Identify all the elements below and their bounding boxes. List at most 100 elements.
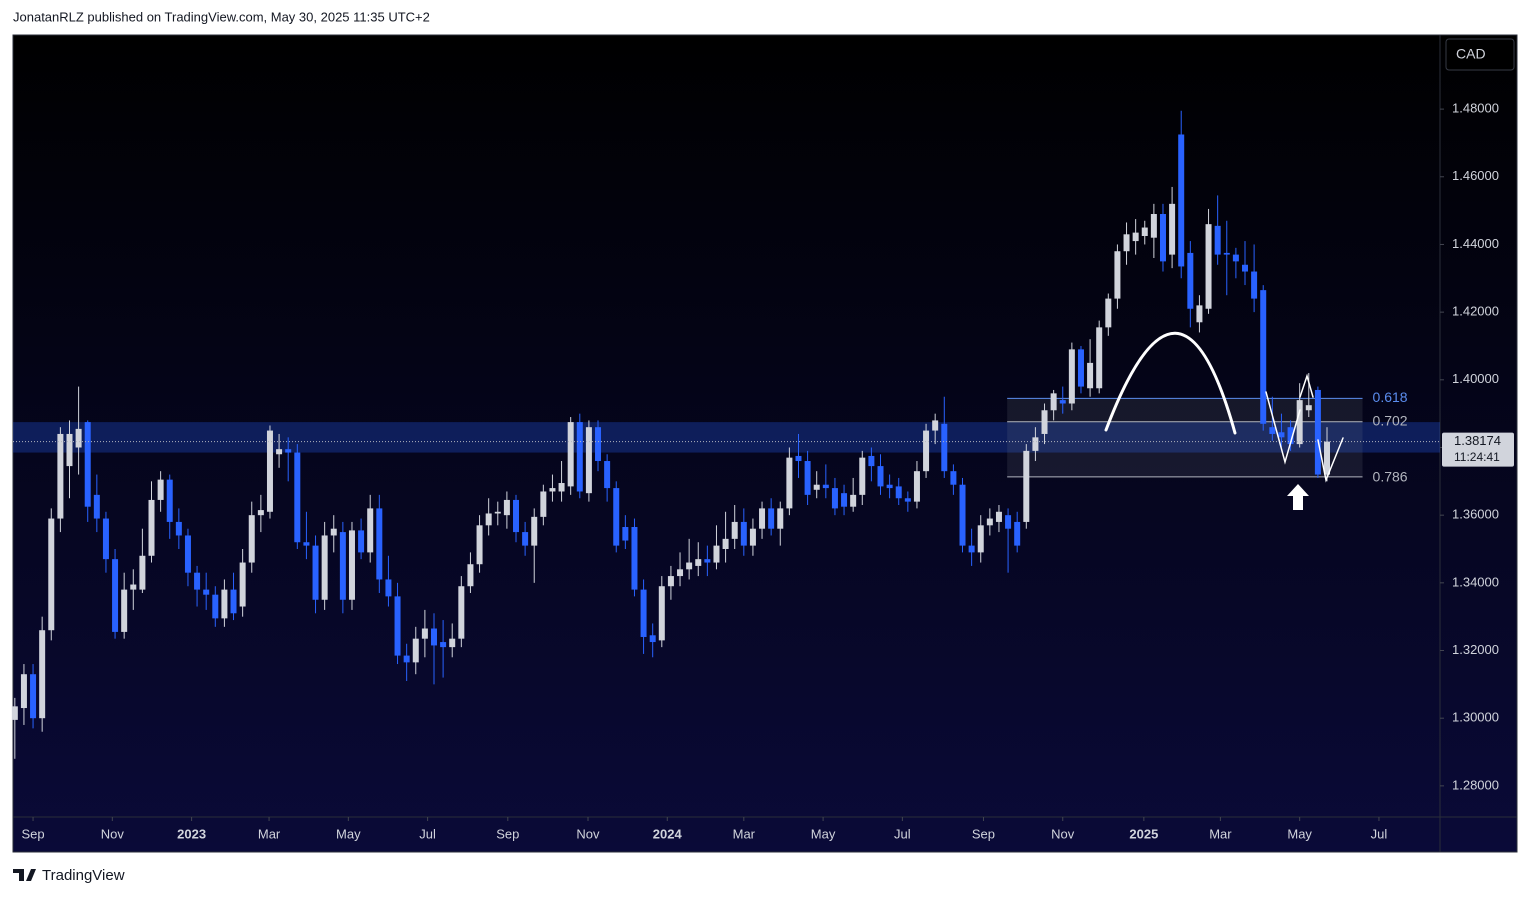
plot: 0.618 0.702 0.786 xyxy=(11,110,1440,759)
candle-body xyxy=(1123,234,1130,252)
candle-body xyxy=(995,511,1002,522)
candle-body xyxy=(476,525,483,565)
candle-body xyxy=(412,638,419,663)
fib-area xyxy=(1007,398,1363,477)
support-zone xyxy=(13,422,1440,453)
y-tick-label: 1.40000 xyxy=(1452,371,1499,386)
candle-body xyxy=(868,455,875,467)
candle-body xyxy=(1205,224,1212,309)
candle-body xyxy=(549,488,556,492)
candle-body xyxy=(157,479,164,500)
candle-body xyxy=(531,516,538,546)
x-tick-label: Jul xyxy=(1371,826,1388,841)
x-tick-label: May xyxy=(336,826,361,841)
candle-body xyxy=(986,518,993,526)
candle-body xyxy=(1187,252,1194,309)
candle-body xyxy=(1141,227,1148,236)
y-tick-label: 1.34000 xyxy=(1452,574,1499,589)
candle-body xyxy=(567,422,574,487)
candle-body xyxy=(941,423,948,472)
footer: TradingView xyxy=(42,867,125,884)
candle-body xyxy=(959,484,966,546)
candle-body xyxy=(175,521,182,536)
candle-body xyxy=(321,535,328,600)
candle-body xyxy=(93,494,100,519)
currency-label: CAD xyxy=(1456,46,1486,62)
candle-body xyxy=(276,449,283,455)
candle-body xyxy=(904,498,911,502)
candle-body xyxy=(30,674,37,719)
x-tick-label: Nov xyxy=(576,826,600,841)
candle-body xyxy=(667,576,674,587)
candle-body xyxy=(257,510,264,516)
chart-panel xyxy=(12,34,1518,853)
x-tick-label: May xyxy=(1287,826,1312,841)
last-price-box xyxy=(1442,432,1514,467)
candle-body xyxy=(1178,134,1185,267)
candle-body xyxy=(102,518,109,560)
candle-body xyxy=(184,535,191,573)
candle-body xyxy=(968,545,975,553)
candle-body xyxy=(513,499,520,533)
candle-body xyxy=(430,628,437,646)
candle-body xyxy=(467,564,474,587)
candle-body xyxy=(576,422,583,492)
candle-body xyxy=(850,494,857,507)
x-tick-label: Nov xyxy=(1051,826,1075,841)
x-tick-label: Nov xyxy=(101,826,125,841)
candle-body xyxy=(130,584,137,590)
candle-body xyxy=(1077,349,1084,387)
candle-body xyxy=(367,508,374,553)
candle-body xyxy=(485,513,492,526)
candle-body xyxy=(759,508,766,529)
y-tick-label: 1.46000 xyxy=(1452,168,1499,183)
candle-body xyxy=(121,589,128,632)
candle-body xyxy=(522,532,529,546)
candle-body xyxy=(1096,327,1103,389)
candle-body xyxy=(695,559,702,566)
candle-body xyxy=(777,508,784,529)
candle-body xyxy=(1159,214,1166,262)
candle-body xyxy=(1032,437,1039,451)
v-drawing xyxy=(1317,437,1344,483)
candle-body xyxy=(977,525,984,553)
candle-body xyxy=(950,471,957,485)
x-tick-label: Mar xyxy=(733,826,756,841)
candle-body xyxy=(1050,393,1057,411)
x-tick-label: Jul xyxy=(419,826,436,841)
candle-body xyxy=(1114,251,1121,299)
candle-body xyxy=(84,422,91,507)
candle-body xyxy=(768,508,775,529)
candle-body xyxy=(722,538,729,550)
x-tick-label: Sep xyxy=(21,826,44,841)
candle-body xyxy=(1232,254,1239,262)
candle-body xyxy=(1214,225,1221,255)
candle-body xyxy=(1287,427,1294,445)
candle-body xyxy=(585,427,592,494)
candle-body xyxy=(932,420,939,431)
candle-body xyxy=(749,528,756,546)
candle-body xyxy=(1087,362,1094,389)
candle-body xyxy=(1023,450,1030,522)
candle-body xyxy=(686,562,693,570)
candle-body xyxy=(1223,252,1230,255)
candle-body xyxy=(66,433,73,467)
candle-body xyxy=(39,630,46,719)
x-tick-label: Mar xyxy=(258,826,281,841)
x-tick-label: Sep xyxy=(972,826,995,841)
candle-body xyxy=(658,586,665,641)
candle-body xyxy=(713,545,720,563)
candle-body xyxy=(312,545,319,600)
candle-body xyxy=(248,515,255,563)
candle-body xyxy=(239,562,246,607)
candle-body xyxy=(449,638,456,648)
candle-body xyxy=(1278,432,1285,438)
candle-body xyxy=(194,572,201,590)
candle-body xyxy=(285,449,292,453)
currency-badge[interactable] xyxy=(1445,38,1515,71)
candle-body xyxy=(148,499,155,556)
x-tick-label: May xyxy=(811,826,836,841)
candle-body xyxy=(1068,349,1075,404)
candle-body xyxy=(1132,232,1139,242)
candle-body xyxy=(48,518,55,631)
